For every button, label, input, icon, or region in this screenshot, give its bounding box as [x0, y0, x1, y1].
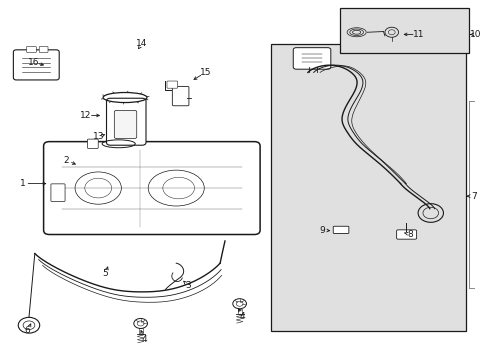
Text: 11: 11	[412, 30, 424, 39]
Text: 16: 16	[28, 58, 40, 67]
Bar	[125, 138, 137, 144]
FancyBboxPatch shape	[166, 81, 177, 88]
Text: 6: 6	[24, 326, 30, 335]
Text: 2: 2	[63, 156, 69, 165]
FancyBboxPatch shape	[26, 46, 36, 52]
Text: 9: 9	[319, 226, 325, 235]
Text: 5: 5	[102, 269, 108, 278]
FancyBboxPatch shape	[114, 111, 137, 138]
FancyBboxPatch shape	[293, 48, 330, 69]
Text: 1: 1	[20, 179, 25, 188]
FancyBboxPatch shape	[43, 141, 260, 234]
Text: 8: 8	[407, 230, 412, 239]
Text: 13: 13	[92, 132, 104, 141]
Text: 3: 3	[185, 281, 191, 290]
FancyBboxPatch shape	[106, 98, 146, 145]
FancyBboxPatch shape	[87, 139, 98, 148]
Text: 7: 7	[470, 192, 476, 201]
Bar	[271, 44, 466, 330]
Text: 10: 10	[469, 30, 481, 39]
Text: 4: 4	[142, 335, 147, 344]
Text: 4: 4	[239, 312, 244, 321]
Text: 15: 15	[199, 68, 211, 77]
FancyBboxPatch shape	[51, 184, 65, 202]
FancyBboxPatch shape	[172, 86, 188, 106]
Text: 12: 12	[80, 111, 92, 120]
FancyBboxPatch shape	[396, 230, 416, 239]
FancyBboxPatch shape	[13, 50, 59, 80]
Bar	[339, 8, 468, 53]
FancyBboxPatch shape	[332, 226, 348, 233]
Text: 14: 14	[136, 39, 147, 48]
FancyBboxPatch shape	[39, 46, 48, 52]
